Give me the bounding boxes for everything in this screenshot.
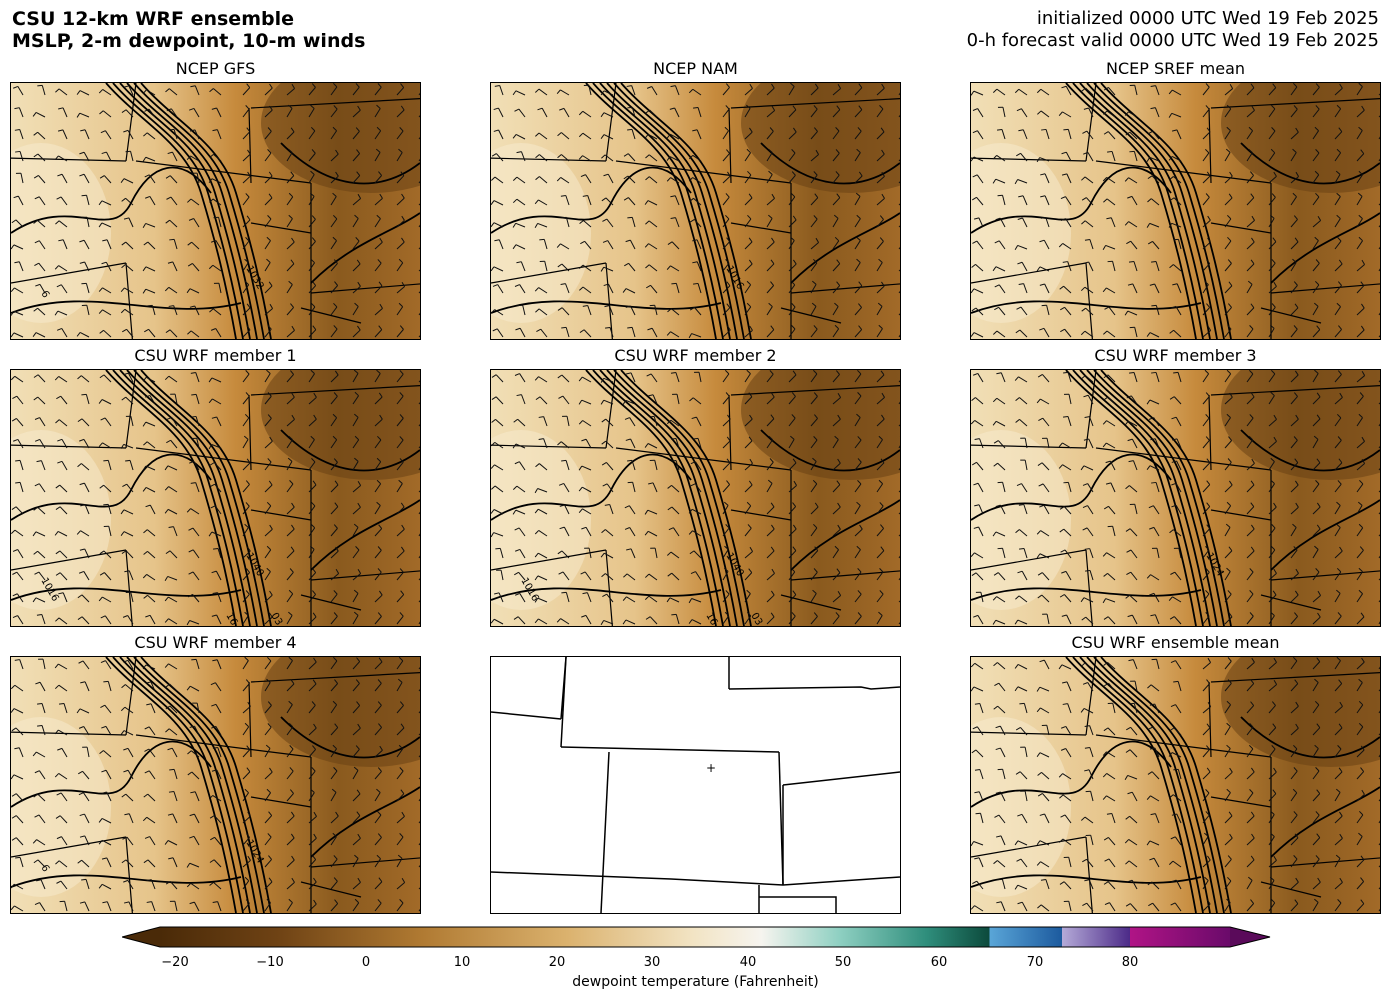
title-line-1: CSU 12-km WRF ensemble xyxy=(12,8,294,30)
map-panel-member-4: 1024 6 xyxy=(10,656,421,914)
locator-map-panel: + xyxy=(490,656,901,914)
map-panel-member-1: 1040 1016 16 03 xyxy=(10,369,421,627)
panel-title-member-2: CSU WRF member 2 xyxy=(614,346,777,365)
isobar-label: 03 xyxy=(268,611,284,626)
dewpoint-field xyxy=(971,657,1380,913)
isobars xyxy=(11,370,420,626)
panel-title-sref: NCEP SREF mean xyxy=(1105,59,1246,78)
map-panel-sref xyxy=(970,82,1381,340)
map-panel-gfs: 1032 6 xyxy=(10,82,421,340)
isobar-label: 16 xyxy=(223,611,239,626)
location-marker: + xyxy=(706,761,716,775)
dewpoint-field: 1016 xyxy=(491,83,900,339)
colorbar-tick: −20 xyxy=(161,955,189,970)
valid-time-text: 0-h forecast valid 0000 UTC Wed 19 Feb 2… xyxy=(966,30,1379,51)
wind-barbs xyxy=(971,83,1380,338)
isobars xyxy=(491,370,900,626)
panel-title-member-3: CSU WRF member 3 xyxy=(1094,346,1257,365)
colorbar-tick: 30 xyxy=(643,955,661,970)
panel-title-nam: NCEP NAM xyxy=(653,59,738,78)
panel-title-gfs: NCEP GFS xyxy=(175,59,256,78)
panel-title-member-1: CSU WRF member 1 xyxy=(134,346,297,365)
isobar-label: 16 xyxy=(703,611,719,626)
valid-time-block: initialized 0000 UTC Wed 19 Feb 2025 0-h… xyxy=(967,8,1379,52)
colorbar-tick: 50 xyxy=(834,955,852,970)
wind-barbs xyxy=(11,83,420,338)
map-panel-nam: 1016 xyxy=(490,82,901,340)
state-borders xyxy=(491,657,900,913)
colorbar-tick: 10 xyxy=(453,955,471,970)
title-line-2: MSLP, 2-m dewpoint, 10-m winds xyxy=(12,30,366,52)
colorbar-label: dewpoint temperature (Fahrenheit) xyxy=(572,974,819,990)
isobars xyxy=(491,83,900,339)
dewpoint-field: 1024 xyxy=(971,370,1380,626)
wind-barbs xyxy=(491,370,900,626)
map-panel-member-2: 1040 1016 16 03 xyxy=(490,369,901,627)
isobars xyxy=(971,657,1380,913)
wind-barbs xyxy=(11,370,420,626)
map-panel-ensemble-mean xyxy=(970,656,1381,914)
isobars xyxy=(11,83,420,339)
map-panel-member-3: 1024 xyxy=(970,369,1381,627)
locator-map: + xyxy=(491,657,900,913)
colorbar-tick: −10 xyxy=(256,955,284,970)
wind-barbs xyxy=(971,370,1380,625)
isobar-label: 03 xyxy=(748,611,764,626)
colorbar-tick: 40 xyxy=(739,955,757,970)
colorbar-magenta-segment xyxy=(1130,927,1230,947)
dewpoint-colorbar xyxy=(122,926,1271,948)
wind-barbs xyxy=(491,83,900,339)
colorbar-tick: 60 xyxy=(930,955,948,970)
isobar-label: 6 xyxy=(38,289,51,300)
colorbar-tick: 70 xyxy=(1026,955,1044,970)
init-time-text: initialized 0000 UTC Wed 19 Feb 2025 xyxy=(1036,8,1379,29)
panel-title-member-4: CSU WRF member 4 xyxy=(134,633,297,652)
colorbar-main xyxy=(160,927,1130,947)
colorbar-tick: 20 xyxy=(548,955,566,970)
state-borders xyxy=(11,83,420,339)
state-borders xyxy=(971,370,1380,626)
dewpoint-field xyxy=(971,83,1380,339)
wind-barbs xyxy=(11,657,420,912)
colorbar-low-extend xyxy=(122,927,160,947)
colorbar-tick: 80 xyxy=(1121,955,1139,970)
state-borders xyxy=(491,370,900,626)
isobar-label: 6 xyxy=(38,863,51,874)
wind-barbs xyxy=(971,657,1380,912)
colorbar-high-extend xyxy=(1230,927,1270,947)
panel-title-ensemble-mean: CSU WRF ensemble mean xyxy=(1071,633,1280,652)
colorbar-tick: 0 xyxy=(361,955,371,970)
title-block: CSU 12-km WRF ensemble MSLP, 2-m dewpoin… xyxy=(12,8,365,52)
